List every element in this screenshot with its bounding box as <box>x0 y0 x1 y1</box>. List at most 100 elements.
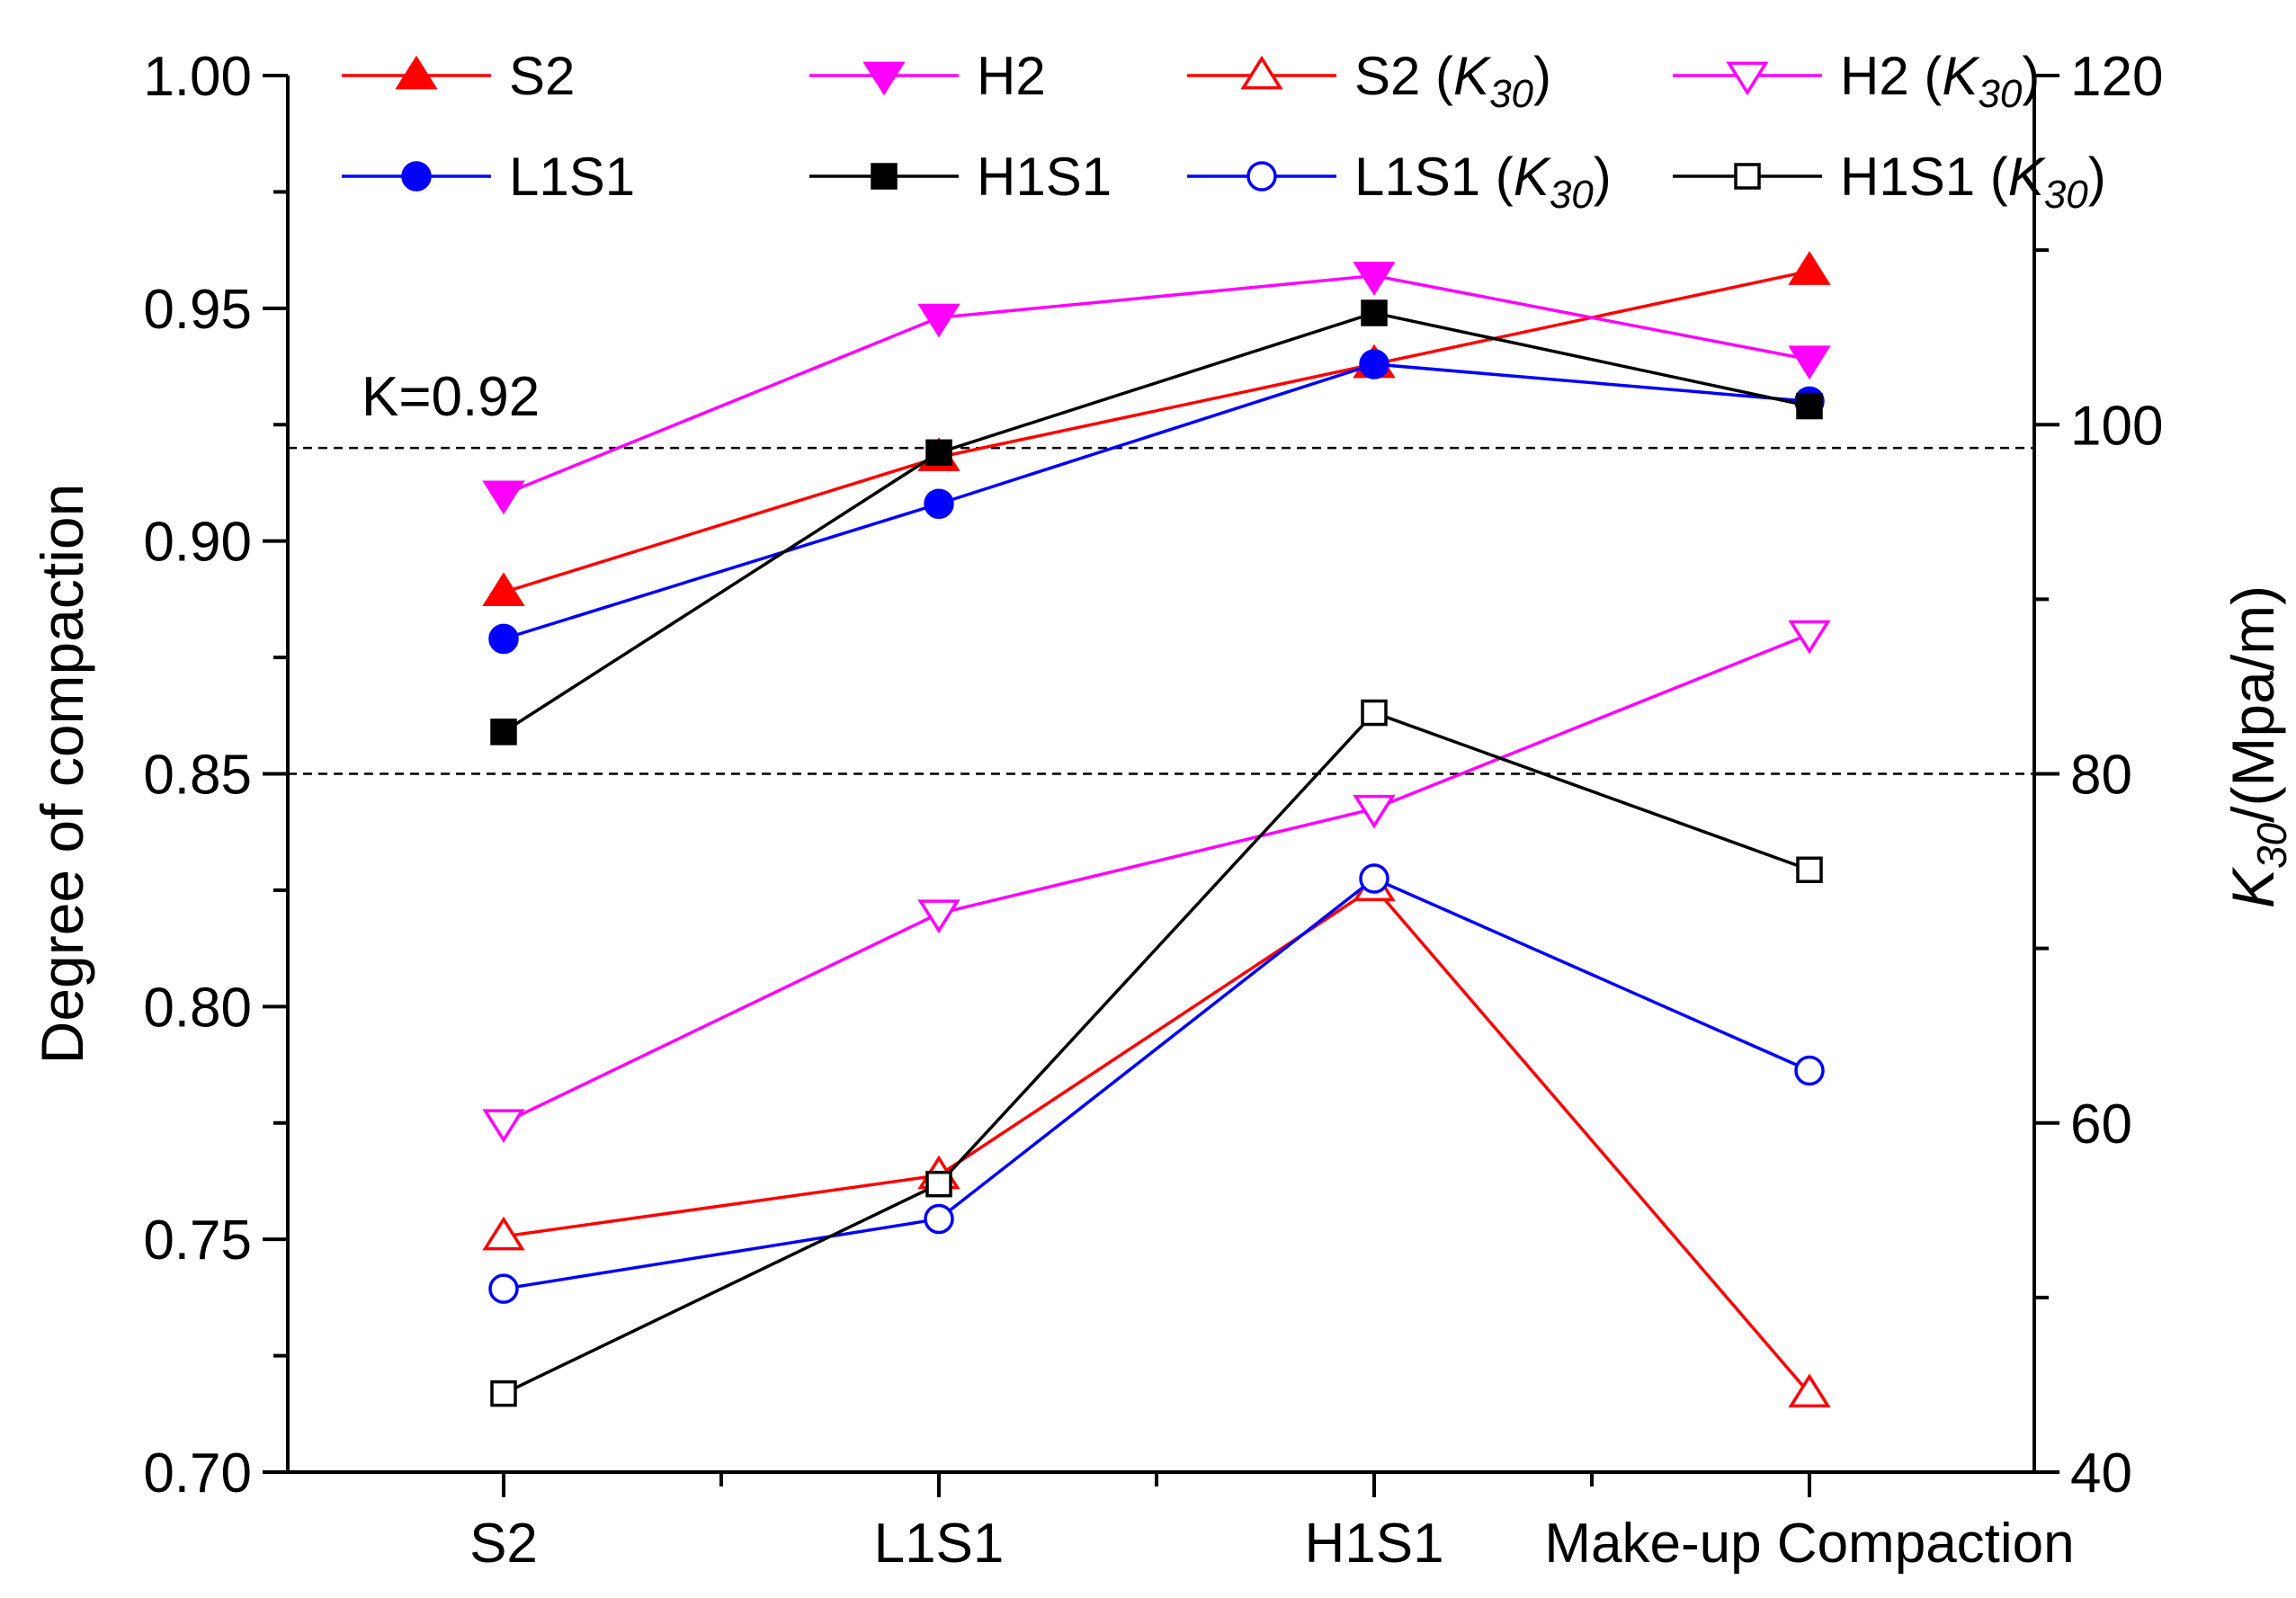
annotations: K=0.92 <box>362 366 540 428</box>
data-point-s2-k30 <box>482 1216 525 1251</box>
series-line-h2 <box>503 273 1810 496</box>
series-s2 <box>482 251 1831 607</box>
legend-label-close: ) <box>1594 147 1612 207</box>
data-point-h2 <box>917 303 960 338</box>
series-h2 <box>482 262 1831 515</box>
legend-entry-h1s1: H1S1 <box>809 147 1112 207</box>
legend-label-sub: 30 <box>1550 173 1594 217</box>
axes: 0.70 0.75 0.80 0.85 0.90 0.95 1.00 40 60 80 100 120… <box>29 46 2295 1575</box>
legend-label-main: H2 <box>977 46 1046 106</box>
y-tick-label-left: 0.80 <box>143 977 252 1039</box>
data-point-l1s1-k30 <box>924 1203 954 1235</box>
legend-swatch-marker <box>401 161 432 192</box>
data-point-h1s1-k30 <box>490 1379 517 1407</box>
legend-label-main: L1S1 ( <box>1354 147 1514 207</box>
legend-swatch-marker <box>395 55 438 90</box>
y-tick-label-left: 0.75 <box>143 1210 252 1272</box>
legend-label-main: L1S1 <box>509 147 635 207</box>
y-tick-label-left: 0.85 <box>143 745 252 807</box>
legend-entry-l1s1: L1S1 <box>342 147 635 207</box>
y-tick-label-right: 60 <box>2070 1094 2132 1156</box>
legend-label: S2 (K30) <box>1354 46 1551 116</box>
legend-label-main: H1S1 <box>977 147 1112 207</box>
series-h1s1-k30 <box>490 699 1823 1407</box>
y-tick-label-right: 100 <box>2070 395 2163 457</box>
x-tick-label: Make-up Compaction <box>1544 1513 2074 1575</box>
data-point-h1s1-k30 <box>1361 699 1388 727</box>
legend-label-close: ) <box>2022 46 2040 106</box>
series-line-l1s1 <box>503 362 1810 641</box>
series-l1s1 <box>488 349 1825 655</box>
data-point-h1s1 <box>925 439 952 467</box>
legend-swatch-marker <box>1246 161 1277 192</box>
series-line-h2-k30 <box>503 632 1810 1125</box>
legend-entry-l1s1-k30: L1S1 (K30) <box>1187 147 1612 217</box>
legend-swatch-marker <box>871 163 898 190</box>
legend-label-main: H2 ( <box>1840 46 1942 106</box>
data-point-h2 <box>1353 262 1396 296</box>
y-tick-label-right: 40 <box>2070 1442 2132 1504</box>
legend-label-k: K <box>2008 147 2047 207</box>
legend-label-main: S2 ( <box>1354 46 1453 106</box>
x-tick-label: H1S1 <box>1304 1513 1443 1575</box>
data-point-h2-k30 <box>917 899 960 934</box>
series-layer <box>482 251 1831 1408</box>
legend-entry-s2-k30: S2 (K30) <box>1187 46 1551 116</box>
legend-label-main: S2 <box>509 46 575 106</box>
data-point-s2-k30 <box>1788 1373 1831 1408</box>
legend-swatch-marker <box>1240 55 1283 90</box>
legend-label: L1S1 <box>509 147 635 207</box>
legend-label: H2 (K30) <box>1840 46 2040 116</box>
data-point-l1s1 <box>924 488 954 520</box>
legend-label-close: ) <box>2088 147 2106 207</box>
legend: S2 H2 S2 (K30) H2 (K30)L1S1 H1S1 L1S1 (K30) H1… <box>342 46 2106 217</box>
annotation-label: K=0.92 <box>362 366 540 428</box>
data-point-l1s1 <box>1359 349 1389 379</box>
legend-label: H1S1 <box>977 147 1112 207</box>
data-point-l1s1 <box>488 623 519 655</box>
data-point-l1s1-k30 <box>1359 863 1389 894</box>
legend-swatch-marker <box>1726 61 1769 96</box>
data-point-h1s1-k30 <box>1796 856 1823 884</box>
legend-entry-h2: H2 <box>809 46 1046 106</box>
data-point-h1s1 <box>1361 299 1388 326</box>
data-point-h2-k30 <box>1353 794 1396 829</box>
legend-label: H1S1 (K30) <box>1840 147 2106 217</box>
data-point-h1s1-k30 <box>925 1170 952 1198</box>
series-line-h1s1 <box>503 311 1810 734</box>
y-tick-label-right: 120 <box>2070 46 2163 108</box>
legend-label: S2 <box>509 46 575 106</box>
y2-title-sub: 30 <box>2248 822 2295 869</box>
data-point-h1s1 <box>490 719 517 745</box>
data-point-l1s1-k30 <box>488 1273 519 1304</box>
legend-swatch-marker <box>1734 163 1761 190</box>
x-tick-label: L1S1 <box>874 1513 1005 1575</box>
legend-label-close: ) <box>1533 46 1551 106</box>
y2-title-main: K <box>2220 866 2286 908</box>
y2-title-rest: /(Mpa/m) <box>2220 585 2286 823</box>
y-tick-label-left: 1.00 <box>143 46 252 108</box>
legend-label-k: K <box>1453 46 1492 106</box>
data-point-s2 <box>1788 251 1831 285</box>
y-tick-label-left: 0.90 <box>143 512 252 574</box>
legend-label-sub: 30 <box>1978 72 2022 116</box>
y-tick-label-left: 0.70 <box>143 1442 252 1504</box>
series-line-h1s1-k30 <box>503 710 1810 1396</box>
x-tick-label: S2 <box>469 1513 538 1575</box>
legend-label: L1S1 (K30) <box>1354 147 1612 217</box>
data-point-h2-k30 <box>1788 620 1831 655</box>
legend-entry-s2: S2 <box>342 46 575 106</box>
data-point-s2 <box>482 572 525 607</box>
legend-label: H2 <box>977 46 1046 106</box>
series-line-s2 <box>503 269 1810 594</box>
legend-entry-h1s1-k30: H1S1 (K30) <box>1673 147 2106 217</box>
data-point-h2-k30 <box>482 1109 525 1144</box>
data-point-h2 <box>1788 345 1831 380</box>
data-point-l1s1-k30 <box>1794 1055 1825 1086</box>
series-h2-k30 <box>482 620 1831 1144</box>
legend-label-main: H1S1 ( <box>1840 147 2008 207</box>
data-point-h2 <box>482 480 525 515</box>
series-h1s1 <box>490 299 1823 745</box>
legend-label-sub: 30 <box>2044 173 2088 217</box>
